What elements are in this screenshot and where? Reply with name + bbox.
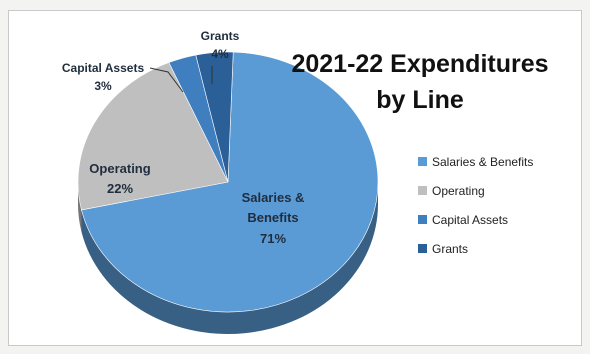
pie-slice-operating [77, 62, 229, 211]
legend-swatch-grants [418, 244, 427, 253]
slice-label-salaries-line1: Salaries & [242, 190, 305, 205]
legend-label-capital-assets: Capital Assets [432, 213, 508, 227]
chart-title-line2: by Line [376, 86, 464, 114]
leader-line-capital-assets [149, 67, 184, 93]
slice-percent-capital-assets: 3% [94, 79, 112, 93]
slice-percent-grants: 4% [211, 47, 229, 61]
legend-swatch-capital-assets [418, 215, 427, 224]
pie-slices [77, 51, 379, 313]
legend-label-operating: Operating [432, 184, 485, 198]
pie-side-operating [78, 182, 82, 232]
legend-label-grants: Grants [432, 242, 468, 256]
pie-slice-grants [195, 51, 234, 183]
slice-label-operating: Operating [89, 161, 150, 176]
legend-swatch-operating [418, 186, 427, 195]
chart-title-line1: 2021-22 Expenditures [291, 50, 548, 78]
legend: Salaries & Benefits Operating Capital As… [418, 155, 533, 256]
slice-label-salaries-line2: Benefits [247, 210, 298, 225]
slice-percent-salaries: 71% [260, 231, 286, 246]
legend-swatch-salaries [418, 157, 427, 166]
slice-label-grants: Grants [201, 29, 240, 43]
pie-slice-salaries [81, 51, 379, 313]
slice-label-capital-assets: Capital Assets [62, 61, 145, 75]
slice-percent-operating: 22% [107, 181, 133, 196]
legend-label-salaries: Salaries & Benefits [432, 155, 533, 169]
